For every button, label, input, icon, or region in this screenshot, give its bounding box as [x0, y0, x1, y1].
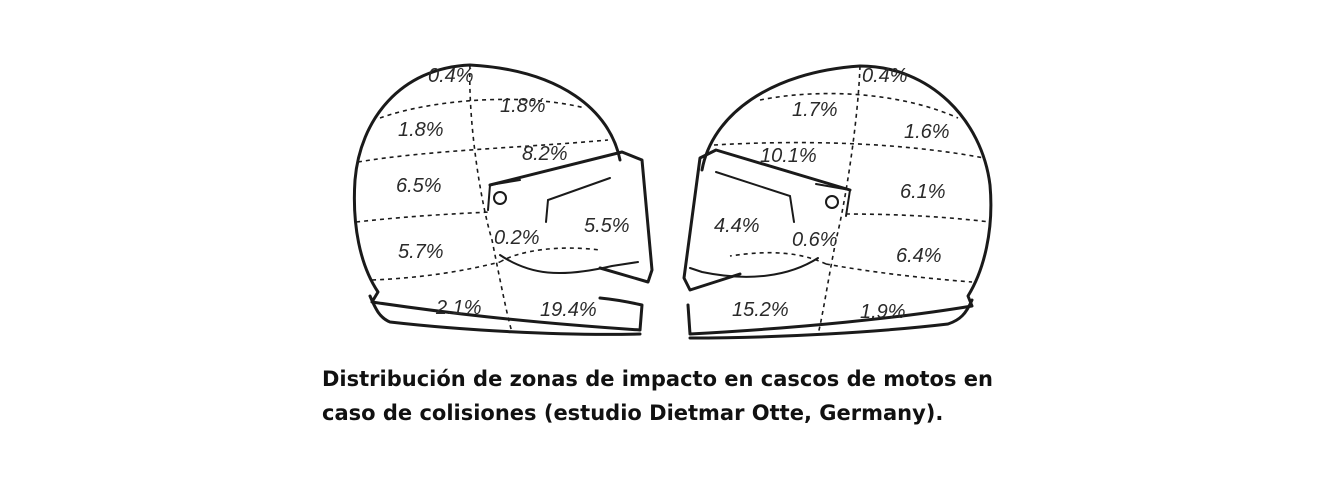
helmet-left-zone-label: 5.7%	[398, 241, 444, 263]
helmet-left-zone-label: 8.2%	[522, 143, 568, 165]
helmet-right-zone-label: 1.6%	[904, 121, 950, 143]
helmet-right-zone-line	[729, 251, 827, 265]
helmet-right-visor-plate	[815, 183, 852, 217]
helmet-right-zone-label: 0.4%	[862, 65, 908, 87]
helmet-left: 0.4% 1.8% 1.8% 8.2% 6.5% 5.5% 0.2% 5.7% …	[352, 63, 654, 336]
helmet-left-zone-label: 5.5%	[584, 215, 630, 237]
helmet-right-zone-label: 15.2%	[732, 299, 789, 321]
helmet-left-face-opening	[545, 177, 611, 223]
helmet-right-zone-line	[759, 92, 959, 119]
helmet-left-shell	[352, 63, 644, 332]
helmet-left-zone-line	[357, 139, 609, 163]
helmet-left-visor	[488, 150, 654, 284]
helmet-right-zone-line	[713, 141, 985, 159]
helmet-right-zone-label: 0.6%	[792, 229, 838, 251]
helmet-right-zone-label: 6.1%	[900, 181, 946, 203]
helmet-right-zone-label: 6.4%	[896, 245, 942, 267]
helmet-right: 0.4% 1.7% 1.6% 10.1% 6.1% 4.4% 0.6% 6.4%…	[682, 64, 993, 340]
helmet-right-zone-line	[845, 213, 991, 223]
caption-line-2: caso de colisiones (estudio Dietmar Otte…	[322, 401, 944, 425]
figure-caption: Distribución de zonas de impacto en casc…	[322, 362, 1082, 430]
helmet-right-visor	[682, 148, 852, 292]
helmet-right-zone-label: 1.7%	[792, 99, 838, 121]
helmet-left-visor-pivot	[493, 191, 507, 205]
helmet-right-zone-label: 1.9%	[860, 301, 906, 323]
helmet-left-zone-line	[371, 261, 501, 281]
helmet-right-zone-label: 10.1%	[760, 145, 817, 167]
helmet-left-zone-label: 0.4%	[428, 65, 474, 87]
helmet-left-zone-label: 19.4%	[540, 299, 597, 321]
helmet-left-zone-label: 1.8%	[500, 95, 546, 117]
helmet-right-visor-pivot	[825, 195, 839, 209]
helmet-right-shell	[686, 64, 993, 336]
helmet-left-zone-line	[355, 211, 491, 223]
helmet-right-face-opening	[715, 171, 795, 223]
caption-line-1: Distribución de zonas de impacto en casc…	[322, 367, 993, 391]
helmet-left-rim	[368, 294, 642, 336]
helmet-left-chin-curve	[499, 254, 639, 275]
helmet-right-zone-line	[825, 263, 973, 283]
helmet-left-zone-label: 6.5%	[396, 175, 442, 197]
helmet-left-zone-label: 1.8%	[398, 119, 444, 141]
helmet-right-zone-label: 4.4%	[714, 215, 760, 237]
helmet-left-zone-line	[379, 98, 586, 119]
helmet-left-zone-label: 2.1%	[435, 297, 482, 319]
helmet-left-zone-label: 0.2%	[494, 227, 540, 249]
helmet-right-rim	[688, 298, 974, 340]
helmet-right-chin-curve	[689, 257, 819, 278]
helmet-left-zone-line	[499, 247, 601, 263]
helmet-left-visor-plate	[487, 179, 521, 211]
